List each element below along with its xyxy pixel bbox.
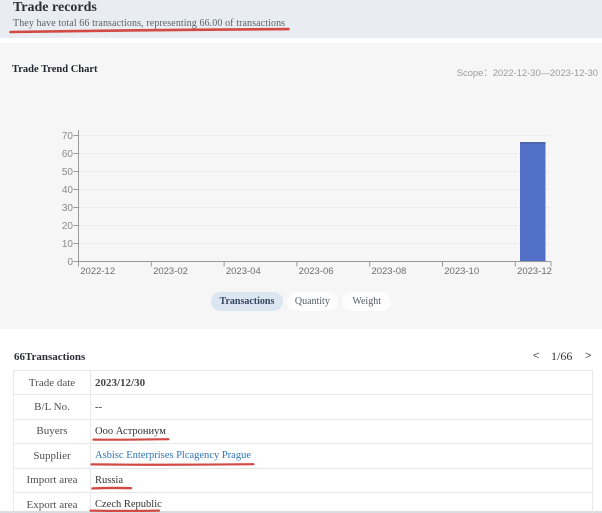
svg-text:70: 70 (62, 131, 74, 142)
svg-text:2023-06: 2023-06 (299, 266, 334, 277)
svg-text:2023-12: 2023-12 (517, 266, 552, 277)
svg-text:20: 20 (62, 221, 74, 232)
svg-text:50: 50 (62, 167, 74, 178)
svg-text:0: 0 (67, 257, 73, 268)
svg-text:2022-12: 2022-12 (80, 266, 115, 277)
svg-text:2023-08: 2023-08 (371, 266, 406, 277)
svg-text:2023-04: 2023-04 (226, 266, 261, 277)
svg-text:30: 30 (62, 203, 74, 214)
svg-text:40: 40 (62, 185, 74, 196)
svg-text:10: 10 (62, 239, 74, 250)
svg-text:60: 60 (62, 149, 74, 160)
svg-text:2023-10: 2023-10 (444, 266, 479, 277)
svg-text:2023-02: 2023-02 (153, 266, 188, 277)
